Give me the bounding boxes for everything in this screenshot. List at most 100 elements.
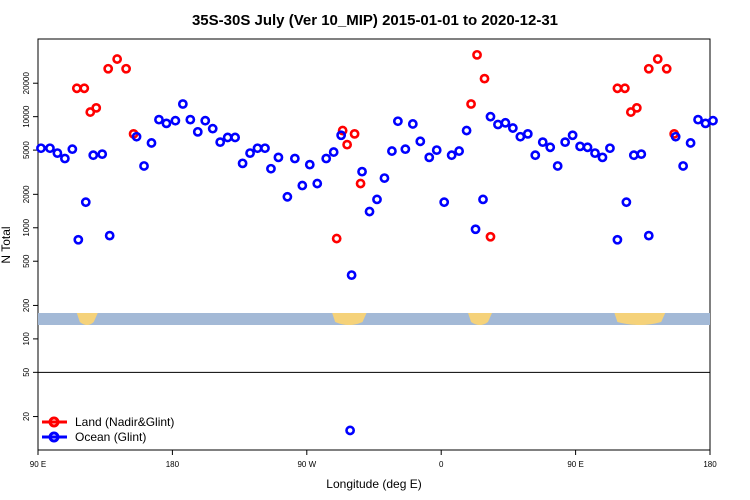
y-tick-label: 10000 xyxy=(22,105,31,128)
ocean-point xyxy=(154,114,164,125)
ocean-point xyxy=(357,166,367,177)
ocean-point xyxy=(470,224,481,235)
ocean-point xyxy=(372,194,382,205)
ocean-point xyxy=(185,114,196,125)
ocean-point xyxy=(439,197,450,208)
ocean-point xyxy=(507,123,518,133)
y-tick-label: 200 xyxy=(22,298,31,312)
land-point xyxy=(472,49,482,60)
y-tick-label: 100 xyxy=(22,332,31,346)
ocean-point xyxy=(282,191,293,202)
ocean-point xyxy=(192,126,203,137)
ocean-point xyxy=(605,143,615,154)
ocean-point xyxy=(321,153,332,164)
y-tick-label: 1000 xyxy=(22,218,31,236)
legend-land-marker xyxy=(48,416,60,428)
ocean-point xyxy=(36,143,46,154)
y-axis: 20 50 100 200 500 1000 2000 5000 10000 20000 xyxy=(22,72,38,421)
ocean-point xyxy=(177,99,188,109)
ocean-point xyxy=(590,148,600,158)
ocean-point xyxy=(643,230,654,241)
land-point xyxy=(631,102,642,113)
x-tick-label: 90 E xyxy=(567,460,583,469)
land-point xyxy=(466,99,476,109)
land-point xyxy=(331,233,342,244)
x-tick-label: 180 xyxy=(703,460,717,469)
x-axis: 90 E 180 90 W 0 90 E 180 xyxy=(30,450,717,469)
ocean-point xyxy=(131,131,142,142)
ocean-band xyxy=(38,313,710,325)
y-tick-label: 20 xyxy=(22,412,31,421)
x-tick-label: 90 W xyxy=(297,460,316,469)
ocean-point xyxy=(45,143,55,154)
ocean-point xyxy=(500,117,511,128)
ocean-point xyxy=(670,131,681,142)
ocean-point xyxy=(415,136,426,147)
land-point xyxy=(79,83,90,94)
ocean-point xyxy=(552,161,563,171)
ocean-point xyxy=(478,194,488,205)
y-tick-label: 20000 xyxy=(22,72,31,95)
ocean-point xyxy=(446,150,457,161)
ocean-point xyxy=(530,150,541,161)
land-segment xyxy=(332,313,367,325)
land-point xyxy=(652,54,663,64)
land-point xyxy=(112,54,123,64)
x-axis-label: Longitude (deg E) xyxy=(326,477,421,491)
land-segment xyxy=(614,313,666,325)
ocean-point xyxy=(485,111,496,122)
y-axis-label: N Total xyxy=(0,226,13,263)
ocean-point xyxy=(161,118,172,129)
ocean-point xyxy=(708,115,718,126)
ocean-point xyxy=(461,125,472,136)
chart-title: 35S-30S July (Ver 10_MIP) 2015-01-01 to … xyxy=(192,12,558,29)
y-tick-label: 500 xyxy=(22,254,31,268)
legend-ocean-marker xyxy=(48,431,60,443)
ocean-point xyxy=(545,142,556,153)
ocean-point xyxy=(392,116,403,127)
ocean-point xyxy=(67,144,78,155)
ocean-point xyxy=(245,148,255,158)
ocean-point xyxy=(80,197,91,208)
ocean-point xyxy=(139,161,149,171)
ocean-point xyxy=(297,180,308,191)
land-segment xyxy=(468,313,492,325)
ocean-point xyxy=(328,147,339,157)
ocean-point xyxy=(312,178,323,189)
land-point xyxy=(485,231,496,242)
ocean-point xyxy=(537,137,548,148)
plot-frame xyxy=(37,38,711,451)
ocean-point xyxy=(582,142,593,153)
ocean-point xyxy=(424,152,435,163)
ocean-point xyxy=(237,158,248,169)
ocean-point xyxy=(400,144,411,155)
ocean-point xyxy=(52,148,63,158)
ocean-point xyxy=(73,234,84,245)
x-tick-label: 0 xyxy=(439,460,444,469)
land-point xyxy=(342,139,353,150)
ocean-point xyxy=(567,130,578,141)
ocean-point xyxy=(170,115,181,126)
ocean-point xyxy=(59,153,70,164)
x-tick-label: 90 E xyxy=(30,460,46,469)
ocean-point xyxy=(560,137,571,148)
ocean-point xyxy=(97,149,108,160)
legend-land-label: Land (Nadir&Glint) xyxy=(75,415,174,429)
land-point xyxy=(355,178,366,189)
y-tick-label: 50 xyxy=(22,367,31,376)
ocean-point xyxy=(88,150,99,161)
land-segment xyxy=(76,313,98,325)
ocean-point xyxy=(146,138,157,148)
ocean-point xyxy=(346,270,357,281)
y-tick-label: 2000 xyxy=(22,185,31,203)
land-point xyxy=(349,128,360,139)
land-point xyxy=(91,102,102,113)
ocean-point xyxy=(636,149,647,160)
ocean-point xyxy=(454,146,465,156)
ocean-point xyxy=(104,230,115,241)
ocean-point xyxy=(273,152,284,163)
land-point xyxy=(479,73,490,84)
ocean-point xyxy=(612,234,623,245)
ocean-point xyxy=(685,138,696,148)
